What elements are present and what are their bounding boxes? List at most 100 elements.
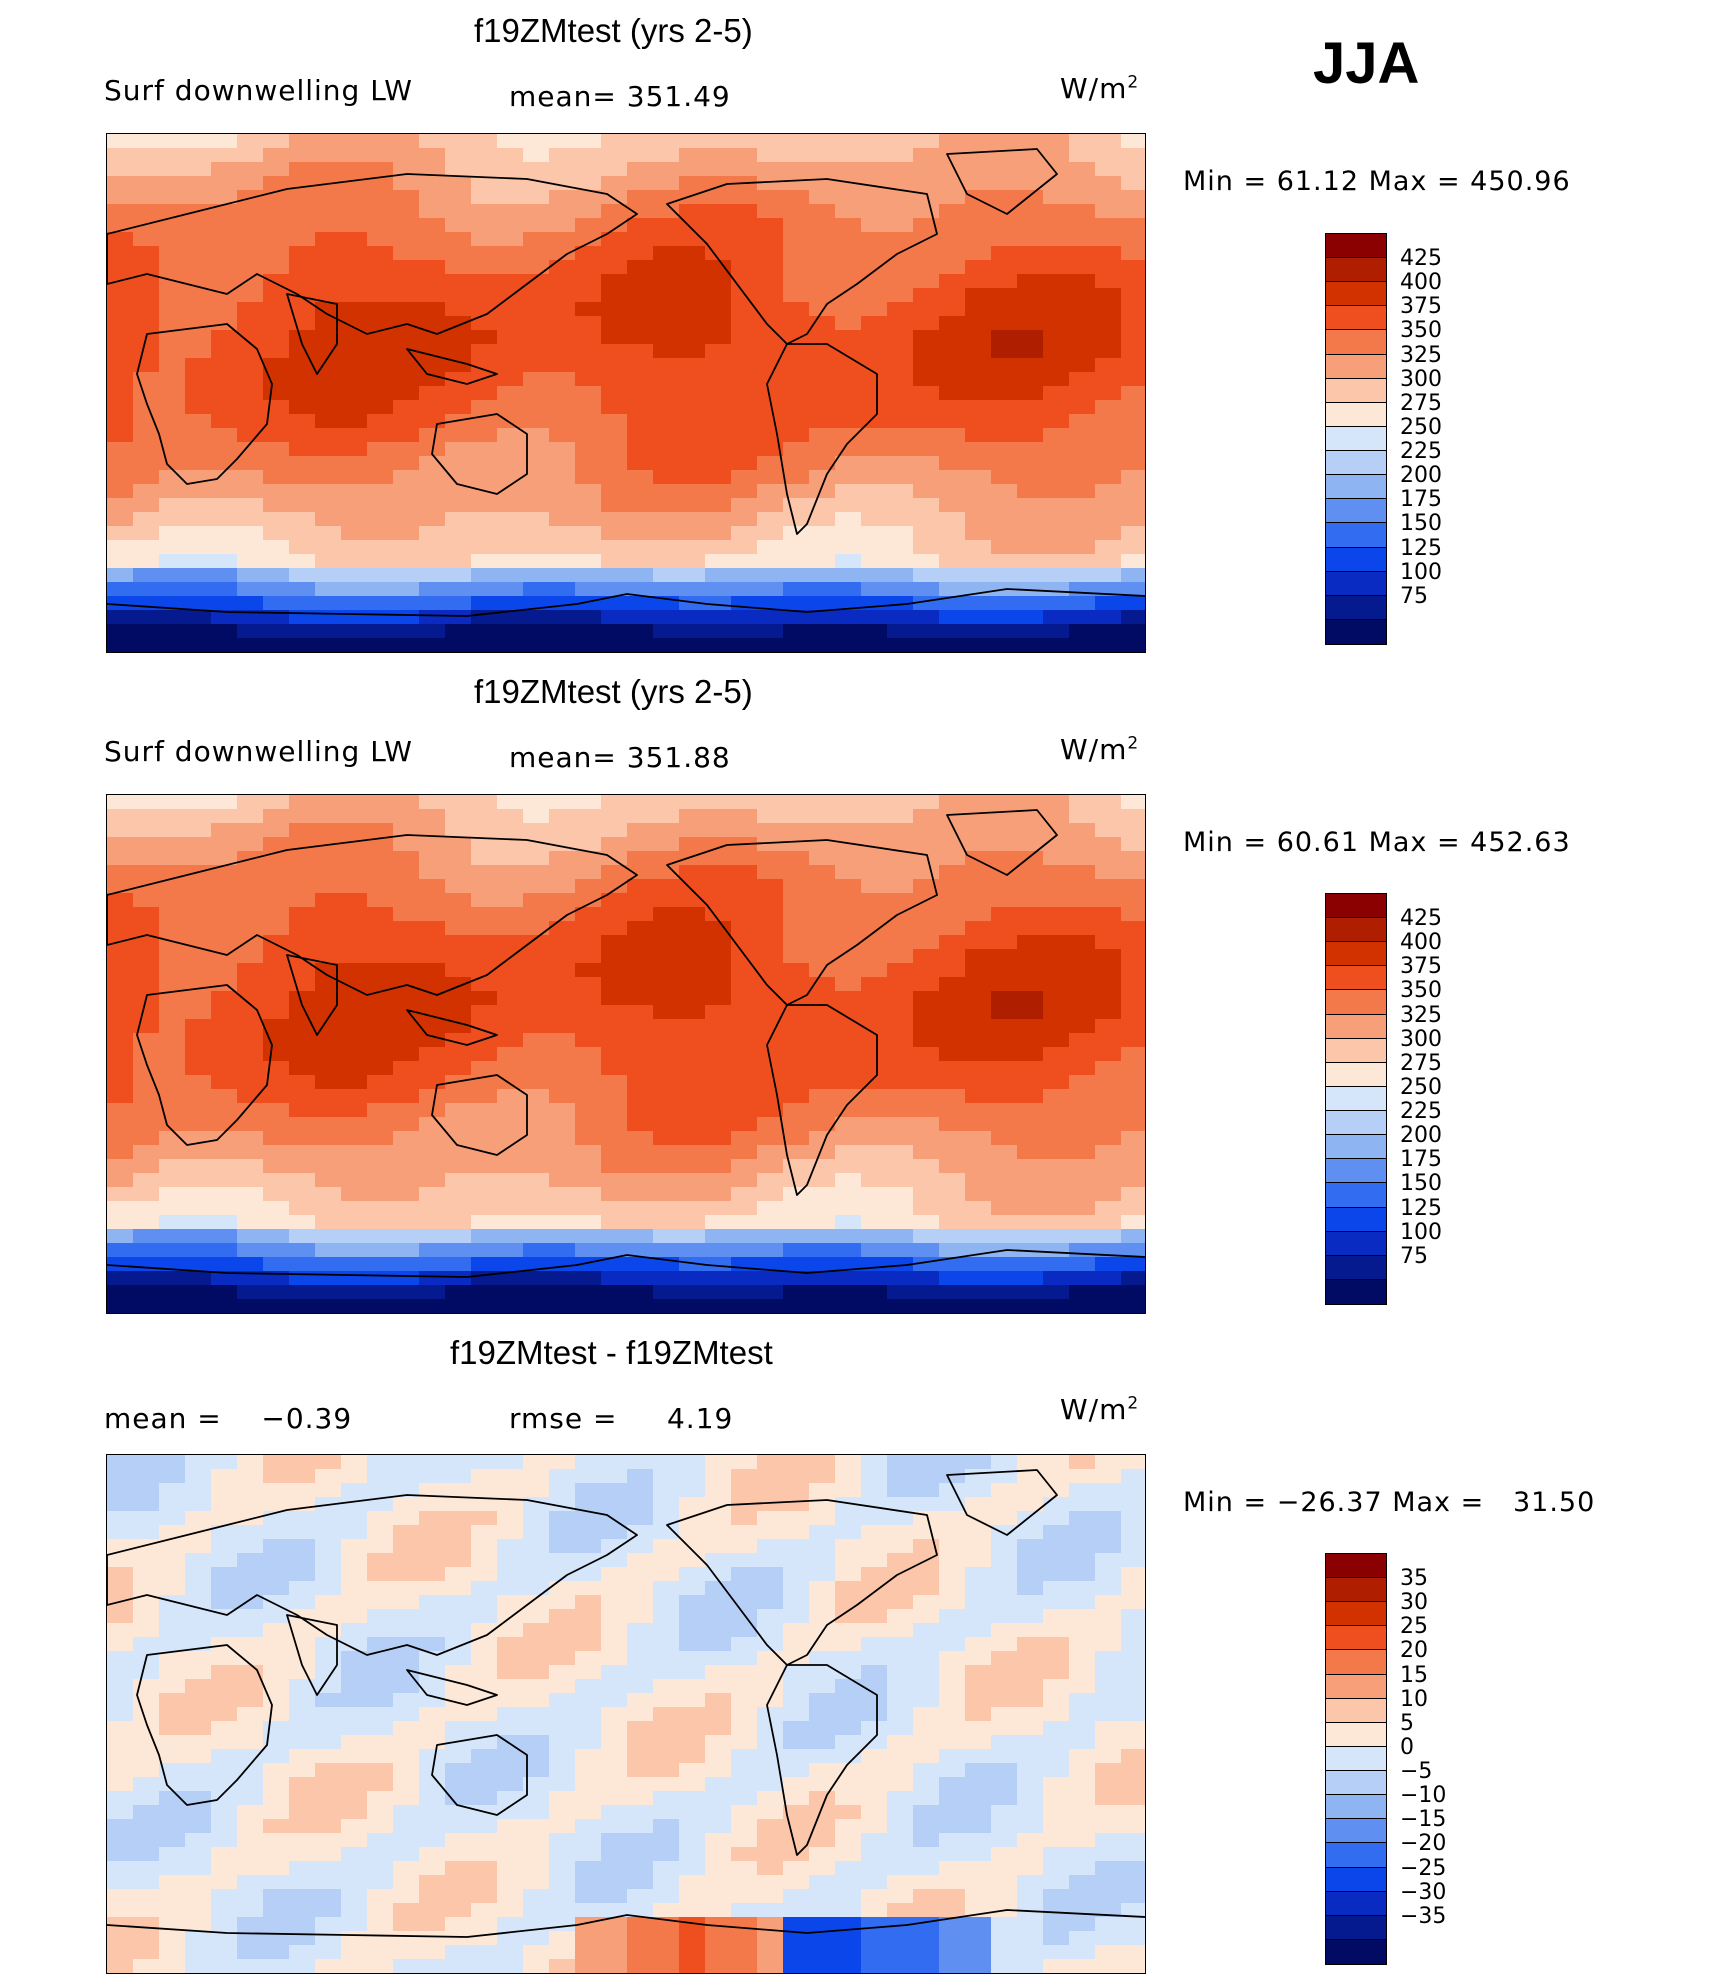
colorbar-tick-label: 400 [1400,270,1442,296]
map-top [106,133,1146,653]
colorbar-tick-label: 325 [1400,342,1442,368]
colorbar-tick-label: −15 [1400,1807,1447,1833]
variable-label: Surf downwelling LW [104,74,413,107]
colorbar-swatch [1326,378,1386,403]
colorbar-swatch [1326,354,1386,379]
colorbar-swatch [1326,330,1386,355]
colorbar-swatch [1326,1062,1386,1087]
variable-label: Surf downwelling LW [104,735,413,768]
colorbar-tick-label: 200 [1400,463,1442,489]
mean-label: mean = −0.39 [104,1402,353,1435]
colorbar-swatch [1326,1819,1386,1844]
colorbar-tick-label: 425 [1400,246,1442,272]
colorbar-swatch [1326,1038,1386,1063]
colorbar-swatch [1326,475,1386,500]
minmax-label: Min = 60.61 Max = 452.63 [1183,827,1571,858]
colorbar-tick-label: 175 [1400,1147,1442,1173]
colorbar-tick-label: 0 [1400,1734,1414,1760]
map-field [107,134,1145,652]
colorbar-tick-label: 275 [1400,390,1442,416]
colorbar-swatch [1326,1255,1386,1280]
colorbar-swatch [1326,258,1386,283]
colorbar-swatch [1326,1650,1386,1675]
colorbar-tick-label: 15 [1400,1662,1428,1688]
colorbar-swatch [1326,942,1386,967]
colorbar-tick-label: −25 [1400,1855,1447,1881]
colorbar-swatch [1326,426,1386,452]
colorbar-tick-label: 30 [1400,1590,1428,1616]
panel-title: f19ZMtest (yrs 2-5) [474,673,753,710]
map-field [107,1455,1145,1973]
colorbar-swatch [1326,990,1386,1015]
colorbar-tick-label: 150 [1400,1171,1442,1197]
colorbar-tick-label: 375 [1400,954,1442,980]
colorbar-tick-label: 400 [1400,930,1442,956]
colorbar-tick-label: 250 [1400,1074,1442,1100]
colorbar-swatch [1326,499,1386,524]
colorbar-swatch [1326,1183,1386,1208]
colorbar-tick-label: 35 [1400,1566,1428,1592]
colorbar [1325,233,1387,645]
colorbar-swatch [1326,1771,1386,1796]
colorbar-swatch [1326,1915,1386,1940]
colorbar-swatch [1326,1867,1386,1892]
units-label: W/m2 [1060,1393,1140,1426]
colorbar-tick-label: 125 [1400,1195,1442,1221]
colorbar [1325,1553,1387,1965]
colorbar-swatch [1326,1891,1386,1916]
mean-label: mean= 351.88 [509,741,731,774]
colorbar-swatch [1326,1939,1386,1964]
panel-title: f19ZMtest (yrs 2-5) [474,12,753,49]
season-label: JJA [1313,31,1420,96]
colorbar-tick-label: 25 [1400,1614,1428,1640]
colorbar-tick-label: 100 [1400,559,1442,585]
colorbar-swatch [1326,234,1386,259]
colorbar-swatch [1326,1279,1386,1304]
colorbar-tick-label: 5 [1400,1710,1414,1736]
colorbar-swatch [1326,523,1386,548]
colorbar-swatch [1326,451,1386,476]
colorbar-swatch [1326,402,1386,427]
colorbar-tick-label: 150 [1400,511,1442,537]
colorbar-swatch [1326,1207,1386,1232]
colorbar-swatch [1326,1795,1386,1820]
colorbar-tick-label: 250 [1400,414,1442,440]
colorbar-swatch [1326,1135,1386,1160]
colorbar-swatch [1326,306,1386,331]
map-field [107,795,1145,1313]
colorbar-tick-label: 300 [1400,366,1442,392]
colorbar-swatch [1326,1626,1386,1651]
minmax-label: Min = −26.37 Max = 31.50 [1183,1487,1596,1518]
colorbar-swatch [1326,1111,1386,1136]
units-label: W/m2 [1060,733,1140,766]
colorbar-swatch [1326,619,1386,644]
panel-title: f19ZMtest - f19ZMtest [450,1334,773,1371]
colorbar [1325,893,1387,1305]
colorbar-swatch [1326,1578,1386,1603]
rmse-label: rmse = 4.19 [509,1402,734,1435]
map-bottom [106,1454,1146,1974]
colorbar-swatch [1326,1602,1386,1627]
colorbar-tick-label: 425 [1400,906,1442,932]
colorbar-tick-label: 325 [1400,1002,1442,1028]
colorbar-tick-label: −10 [1400,1783,1447,1809]
colorbar-tick-label: 20 [1400,1638,1428,1664]
colorbar-tick-label: 350 [1400,978,1442,1004]
colorbar-swatch [1326,1674,1386,1699]
colorbar-tick-label: −30 [1400,1879,1447,1905]
colorbar-swatch [1326,1722,1386,1747]
units-label: W/m2 [1060,72,1140,105]
colorbar-tick-label: 200 [1400,1123,1442,1149]
colorbar-tick-label: 100 [1400,1219,1442,1245]
colorbar-tick-label: −5 [1400,1759,1433,1785]
colorbar-swatch [1326,1843,1386,1868]
colorbar-swatch [1326,1554,1386,1579]
map-middle [106,794,1146,1314]
colorbar-swatch [1326,1746,1386,1772]
colorbar-swatch [1326,1231,1386,1256]
colorbar-tick-label: 275 [1400,1050,1442,1076]
colorbar-tick-label: 225 [1400,1099,1442,1125]
colorbar-tick-label: 75 [1400,583,1428,609]
colorbar-tick-label: −20 [1400,1831,1447,1857]
colorbar-tick-label: 75 [1400,1243,1428,1269]
